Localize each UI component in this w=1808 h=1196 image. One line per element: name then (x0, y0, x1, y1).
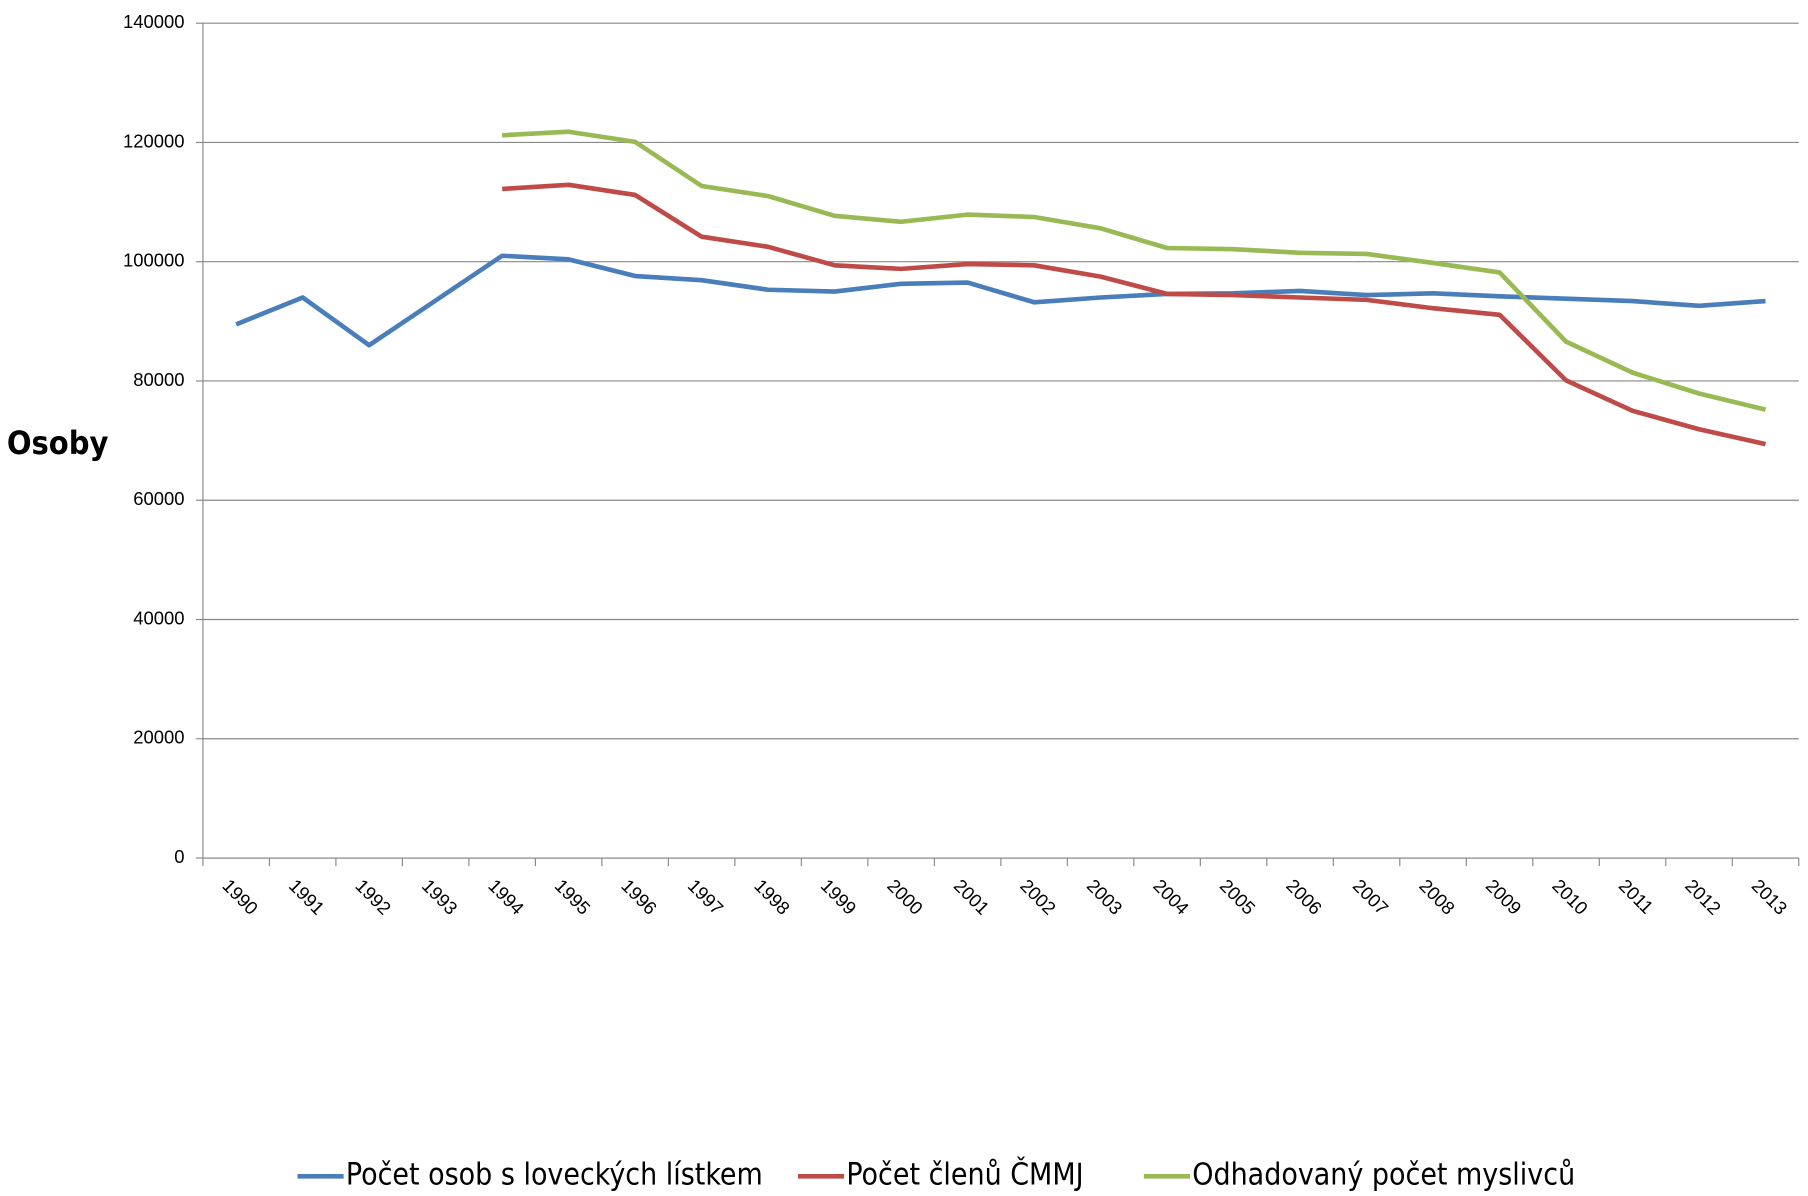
x-tick-label: 2011 (1615, 875, 1658, 918)
x-tick-label: 2012 (1681, 875, 1725, 919)
x-tick-label: 2000 (883, 875, 927, 919)
x-tick-label: 1993 (418, 875, 462, 919)
x-tick-label: 2004 (1149, 875, 1193, 919)
series-line (502, 129, 1767, 412)
y-tick-label: 120000 (123, 130, 185, 151)
x-tick-label: 1997 (684, 875, 728, 919)
y-tick-label: 40000 (133, 607, 184, 628)
y-tick-label: 80000 (133, 369, 184, 390)
legend-label: Počet osob s loveckých lístkem (346, 1158, 763, 1193)
series-line (235, 253, 1766, 348)
legend-label: Odhadovaný počet myslivců (1192, 1158, 1575, 1193)
y-tick-label: 20000 (133, 727, 184, 748)
x-tick-label: 1999 (817, 875, 861, 919)
x-tick-label: 1991 (285, 875, 329, 919)
x-tick-label: 1995 (551, 875, 595, 919)
x-tick-label: 2003 (1083, 875, 1127, 919)
x-tick-label: 2006 (1282, 875, 1326, 919)
x-tick-label: 2010 (1548, 875, 1592, 919)
x-tick-label: 1992 (351, 875, 395, 919)
x-tick-label: 1994 (484, 875, 528, 919)
x-tick-label: 1998 (750, 875, 794, 919)
y-axis-label: Osoby (7, 424, 109, 462)
y-tick-label: 60000 (133, 488, 184, 509)
x-tick-label: 1996 (617, 875, 661, 919)
x-tick-label: 2007 (1349, 875, 1393, 919)
x-tick-label: 2002 (1016, 875, 1060, 919)
x-tick-label: 2001 (950, 875, 994, 919)
x-tick-label: 2009 (1482, 875, 1526, 919)
legend-label: Počet členů ČMMJ (846, 1156, 1083, 1193)
x-tick-label: 2005 (1216, 875, 1260, 919)
series-line (502, 182, 1767, 447)
x-tick-label: 2013 (1748, 875, 1792, 919)
y-tick-label: 0 (174, 846, 184, 867)
x-tick-label: 2008 (1415, 875, 1459, 919)
y-tick-label: 140000 (123, 11, 185, 32)
x-tick-label: 1990 (218, 875, 262, 919)
y-tick-label: 100000 (123, 250, 185, 271)
